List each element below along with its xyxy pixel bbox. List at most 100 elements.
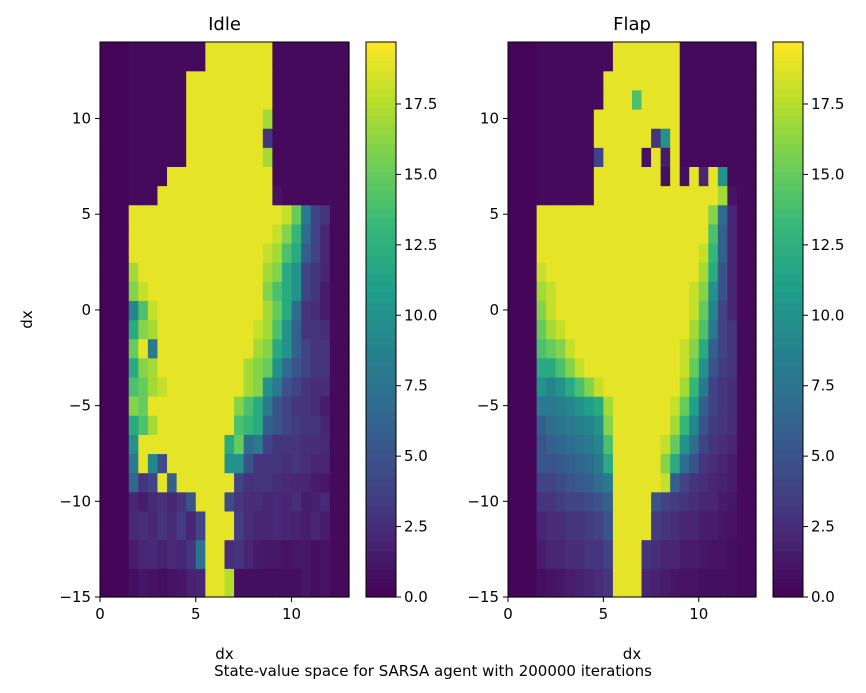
heatmap-cell xyxy=(186,128,197,148)
heatmap-cell xyxy=(565,357,576,378)
heatmap-cell xyxy=(736,185,757,206)
heatmap-cell xyxy=(574,128,585,148)
colorbar-segment xyxy=(366,541,396,552)
heatmap-cell xyxy=(736,242,757,263)
heatmap-cell xyxy=(214,70,226,91)
heatmap-cell xyxy=(651,242,662,263)
heatmap-cell xyxy=(574,338,585,359)
heatmap-cell xyxy=(147,223,159,244)
heatmap-cell xyxy=(234,204,245,225)
heatmap-cell xyxy=(612,396,624,416)
heatmap-cell xyxy=(603,415,614,435)
heatmap-cell xyxy=(329,510,350,541)
heatmap-cell xyxy=(603,42,614,72)
heatmap-cell xyxy=(584,338,595,359)
heatmap-cell xyxy=(176,262,187,282)
x-axis-label: dx xyxy=(215,645,234,663)
heatmap-cell xyxy=(253,262,264,282)
heatmap-cell xyxy=(320,568,331,598)
heatmap-cell xyxy=(660,147,671,167)
heatmap-cell xyxy=(679,338,690,359)
colorbar-tick-label: 17.5 xyxy=(404,95,437,113)
heatmap-cell xyxy=(536,434,547,455)
heatmap-cell xyxy=(622,396,633,416)
heatmap-cell xyxy=(186,510,197,541)
heatmap-cell xyxy=(679,223,690,244)
heatmap-cell xyxy=(320,108,331,129)
heatmap-cell xyxy=(679,89,690,110)
heatmap-cell xyxy=(253,223,264,244)
colorbar-segment xyxy=(773,467,803,478)
heatmap-cell xyxy=(310,396,321,416)
heatmap-cell xyxy=(632,434,643,455)
colorbar-segment xyxy=(366,486,396,496)
heatmap-cell xyxy=(243,70,254,91)
heatmap-cell xyxy=(546,185,557,206)
heatmap-cell xyxy=(717,300,728,321)
heatmap-cell xyxy=(272,472,283,493)
heatmap-cell xyxy=(329,472,350,493)
heatmap-cell xyxy=(186,223,197,244)
heatmap-cell xyxy=(632,568,643,598)
heatmap-cell xyxy=(641,242,652,263)
heatmap-cell xyxy=(536,376,547,397)
heatmap-cell xyxy=(698,338,709,359)
heatmap-cell xyxy=(157,147,168,167)
heatmap-cell xyxy=(301,338,312,359)
heatmap-cell xyxy=(574,357,585,378)
heatmap-cell xyxy=(660,223,671,244)
heatmap-cell xyxy=(546,396,557,416)
heatmap-cell xyxy=(176,434,187,455)
heatmap-cell xyxy=(253,128,264,148)
heatmap-cell xyxy=(310,376,321,397)
heatmap-cell xyxy=(186,568,197,598)
heatmap-cell xyxy=(301,108,312,129)
heatmap-cell xyxy=(593,510,604,541)
heatmap-cell xyxy=(157,281,168,301)
colorbar-segment xyxy=(366,60,396,71)
colorbar-segment xyxy=(366,338,396,348)
heatmap-cell xyxy=(272,357,283,378)
heatmap-cell xyxy=(670,472,681,493)
heatmap-cell xyxy=(632,453,643,474)
heatmap-cell xyxy=(195,108,206,129)
heatmap-cell xyxy=(651,338,662,359)
heatmap-cell xyxy=(281,204,293,225)
heatmap-cell xyxy=(157,338,168,359)
heatmap-cell xyxy=(651,185,662,206)
heatmap-cell xyxy=(574,568,585,598)
colorbar-segment xyxy=(773,338,803,348)
heatmap-cell xyxy=(262,319,273,340)
heatmap-cell xyxy=(727,568,738,598)
heatmap-cell xyxy=(281,472,293,493)
heatmap-cell xyxy=(262,396,273,416)
heatmap-cell xyxy=(100,453,130,474)
heatmap-cell xyxy=(698,568,709,598)
heatmap-cell xyxy=(622,281,633,301)
heatmap-cell xyxy=(612,300,624,321)
heatmap-cell xyxy=(660,491,671,512)
heatmap-cell xyxy=(138,89,149,110)
heatmap-cell xyxy=(214,128,226,148)
heatmap-cell xyxy=(310,42,321,72)
colorbar-segment xyxy=(773,301,803,311)
heatmap-cell xyxy=(186,262,197,282)
heatmap-cell xyxy=(555,147,566,167)
heatmap-cell xyxy=(138,223,149,244)
heatmap-cell xyxy=(689,338,700,359)
heatmap-cell xyxy=(632,70,643,91)
heatmap-cell xyxy=(301,491,312,512)
heatmap-cell xyxy=(660,185,671,206)
heatmap-cell xyxy=(660,242,671,263)
heatmap-cell xyxy=(329,166,350,187)
heatmap-cell xyxy=(593,185,604,206)
heatmap-cell xyxy=(301,568,312,598)
heatmap-cell xyxy=(100,223,130,244)
heatmap-cell xyxy=(708,70,719,91)
heatmap-cell xyxy=(234,472,245,493)
colorbar-segment xyxy=(773,412,803,422)
heatmap-cell xyxy=(262,166,273,187)
heatmap-cell xyxy=(622,89,633,110)
heatmap-cell xyxy=(320,166,331,187)
colorbar-tick-label: 2.5 xyxy=(811,518,835,536)
